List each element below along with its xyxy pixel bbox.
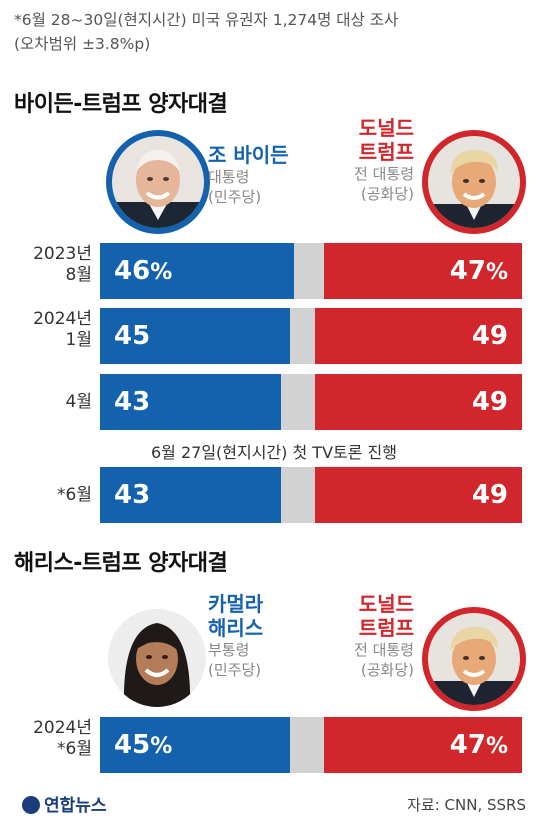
bar-row: 45% 47%	[100, 717, 522, 773]
biden-party: (민주당)	[208, 188, 262, 206]
harris-name-line2: 해리스	[208, 616, 264, 640]
bar-row: 43 49	[100, 467, 522, 523]
bar-undecided	[281, 374, 316, 430]
harris-name-line1: 카멀라	[208, 592, 264, 616]
biden-title: 대통령	[208, 168, 250, 186]
yonhap-logo-text: 연합뉴스	[44, 796, 107, 816]
trump-info-2: 도널드 트럼프 전 대통령 (공화당)	[354, 592, 414, 680]
bar-republican	[315, 308, 522, 364]
yonhap-logo: 연합뉴스	[22, 791, 107, 816]
bar-row: 45 49	[100, 308, 522, 364]
trump-party: (공화당)	[360, 661, 414, 679]
bar-value-label: 46%	[114, 256, 173, 286]
bar-republican	[323, 717, 522, 773]
bar-value-label: 47%	[449, 730, 508, 760]
row-label-line: 2023년	[33, 244, 92, 264]
row-label: 4월	[2, 392, 92, 413]
bar-democrat	[100, 374, 282, 430]
bar-value-label: 49	[471, 321, 508, 351]
bar-value-label: 43	[114, 387, 151, 417]
tv-debate-note: 6월 27일(현지시간) 첫 TV토론 진행	[150, 443, 397, 462]
row-label-line: 8월	[65, 265, 92, 285]
biden-portrait-icon	[106, 130, 210, 234]
trump-name-line1: 도널드	[358, 592, 414, 616]
survey-note-line2: (오차범위 ±3.8%p)	[14, 35, 151, 53]
harris-portrait-icon	[102, 603, 212, 713]
row-label: *6월	[2, 485, 92, 506]
harris-title: 부통령	[208, 641, 250, 659]
survey-note-line1: *6월 28~30일(현지시간) 미국 유권자 1,274명 대상 조사	[14, 11, 399, 29]
trump-name-line1: 도널드	[358, 116, 414, 140]
yonhap-logo-icon	[22, 796, 40, 814]
bar-undecided	[289, 308, 316, 364]
bar-value-label: 45%	[114, 730, 173, 760]
bar-row: 46% 47%	[100, 243, 522, 299]
bar-democrat	[100, 467, 282, 523]
section1-title: 바이든-트럼프 양자대결	[14, 92, 228, 117]
row-label-line: *6월	[57, 485, 92, 505]
survey-note: *6월 28~30일(현지시간) 미국 유권자 1,274명 대상 조사 (오차…	[14, 8, 398, 56]
bar-democrat	[100, 717, 290, 773]
bar-republican	[315, 374, 522, 430]
row-label: 2023년 8월	[2, 244, 92, 286]
trump-party: (공화당)	[360, 185, 414, 203]
bar-republican	[323, 243, 522, 299]
row-label-line: 2024년	[33, 718, 92, 738]
trump-name-line2: 트럼프	[358, 140, 414, 164]
source-note: 자료: CNN, SSRS	[407, 796, 526, 814]
bar-democrat	[100, 308, 290, 364]
bar-undecided	[289, 717, 324, 773]
trump-portrait-icon	[422, 130, 526, 234]
bar-democrat	[100, 243, 295, 299]
harris-info: 카멀라 해리스 부통령 (민주당)	[208, 592, 263, 680]
row-label-line: *6월	[57, 739, 92, 759]
bar-undecided	[281, 467, 316, 523]
biden-info: 조 바이든 대통령 (민주당)	[208, 143, 289, 207]
harris-party: (민주당)	[208, 661, 262, 679]
row-label-line: 4월	[65, 392, 92, 412]
row-label: 2024년 *6월	[2, 718, 92, 760]
section2-title: 해리스-트럼프 양자대결	[14, 551, 228, 576]
bar-value-label: 47%	[449, 256, 508, 286]
bar-row: 43 49	[100, 374, 522, 430]
trump-title: 전 대통령	[354, 165, 414, 183]
bar-value-label: 43	[114, 480, 151, 510]
row-label-line: 2024년	[33, 309, 92, 329]
row-label: 2024년 1월	[2, 309, 92, 351]
bar-value-label: 49	[471, 480, 508, 510]
biden-name: 조 바이든	[208, 143, 289, 167]
bar-value-label: 49	[471, 387, 508, 417]
trump-portrait-icon	[422, 607, 526, 711]
trump-info-1: 도널드 트럼프 전 대통령 (공화당)	[354, 116, 414, 204]
bar-republican	[315, 467, 522, 523]
bar-value-label: 45	[114, 321, 151, 351]
bar-undecided	[294, 243, 324, 299]
trump-title: 전 대통령	[354, 641, 414, 659]
trump-name-line2: 트럼프	[358, 616, 414, 640]
row-label-line: 1월	[65, 330, 92, 350]
